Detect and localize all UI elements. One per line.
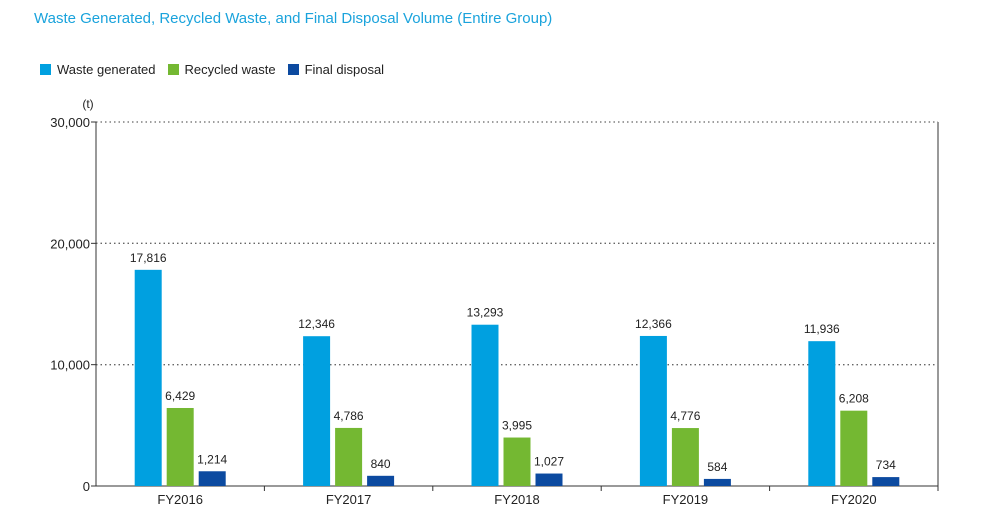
bar-recycled-waste: [840, 410, 868, 486]
y-tick-label: 30,000: [50, 115, 90, 130]
bar-waste-generated: [134, 269, 162, 486]
bar-recycled-waste: [166, 407, 194, 486]
bar-final-disposal: [367, 475, 395, 486]
chart-legend: Waste generated Recycled waste Final dis…: [40, 62, 384, 77]
data-label-recycled-waste: 3,995: [502, 419, 532, 433]
data-label-recycled-waste: 4,786: [334, 409, 364, 423]
legend-item-waste-generated: Waste generated: [40, 62, 156, 77]
bar-waste-generated: [639, 335, 667, 486]
y-tick-label: 20,000: [50, 236, 90, 251]
y-unit-label: (t): [82, 97, 93, 111]
x-tick-label: FY2018: [494, 492, 540, 507]
data-labels: 0 10,000 20,000 30,000 17,816 6,429 1,214 FY201…: [50, 115, 896, 507]
bar-final-disposal: [703, 478, 731, 486]
x-tick-label: FY2019: [663, 492, 709, 507]
data-label-waste-generated: 12,366: [635, 317, 672, 331]
bar-recycled-waste: [671, 428, 699, 486]
legend-item-recycled-waste: Recycled waste: [167, 62, 276, 77]
chart-title: Waste Generated, Recycled Waste, and Fin…: [34, 10, 553, 27]
bar-waste-generated: [303, 336, 331, 486]
x-tick-label: FY2016: [157, 492, 203, 507]
bar-waste-generated: [808, 341, 836, 486]
data-label-recycled-waste: 4,776: [670, 409, 700, 423]
x-tick-label: FY2017: [326, 492, 372, 507]
legend-item-final-disposal: Final disposal: [287, 62, 385, 77]
legend-label-final-disposal: Final disposal: [304, 62, 385, 77]
bar-waste-generated: [471, 324, 499, 486]
grid-lines: [96, 121, 938, 366]
data-label-waste-generated: 17,816: [130, 251, 167, 265]
legend-swatch-waste-generated: [40, 64, 51, 75]
data-label-final-disposal: 1,214: [197, 452, 227, 466]
data-label-waste-generated: 12,346: [298, 317, 335, 331]
y-tick-label: 0: [83, 479, 90, 494]
data-label-waste-generated: 11,936: [804, 322, 840, 336]
bar-final-disposal: [198, 471, 226, 486]
data-label-waste-generated: 13,293: [467, 306, 504, 320]
bar-recycled-waste: [503, 437, 531, 486]
y-tick-label: 10,000: [50, 358, 90, 373]
legend-swatch-recycled-waste: [167, 64, 179, 75]
data-label-final-disposal: 734: [876, 458, 896, 472]
data-label-final-disposal: 840: [371, 457, 391, 471]
legend-label-recycled-waste: Recycled waste: [184, 62, 276, 77]
bar-final-disposal: [535, 473, 563, 486]
bar-final-disposal: [872, 477, 900, 486]
data-label-final-disposal: 1,027: [534, 455, 564, 469]
data-label-recycled-waste: 6,208: [839, 392, 869, 406]
x-tick-label: FY2020: [831, 492, 877, 507]
data-label-final-disposal: 584: [707, 460, 727, 474]
data-label-recycled-waste: 6,429: [165, 389, 195, 403]
legend-swatch-final-disposal: [287, 64, 299, 75]
legend-label-waste-generated: Waste generated: [57, 62, 156, 77]
bar-recycled-waste: [335, 427, 363, 486]
bars: [134, 269, 900, 486]
